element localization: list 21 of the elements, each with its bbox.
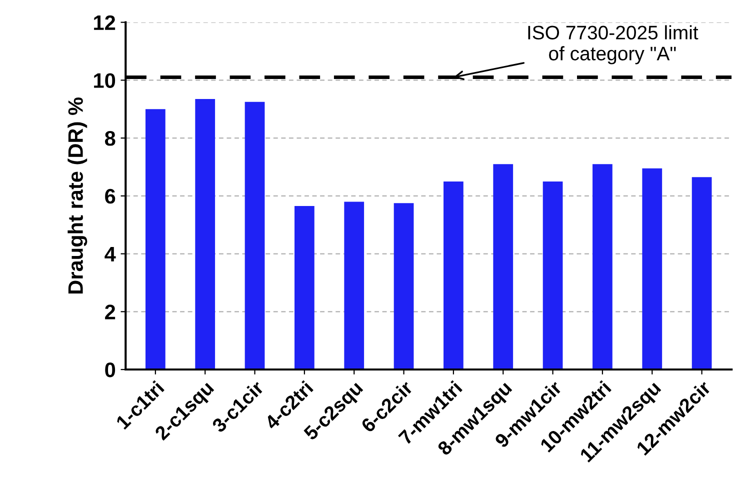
bar — [195, 98, 216, 370]
y-tick-label: 6 — [105, 188, 116, 204]
bar — [146, 109, 166, 370]
y-tick-label: 2 — [105, 304, 116, 320]
y-tick-label: 12 — [94, 15, 116, 30]
bar — [642, 168, 662, 370]
y-tick-label: 0 — [105, 362, 116, 378]
bar — [244, 102, 265, 370]
annotation: ISO 7730-2025 limit of category "A" — [528, 25, 698, 64]
bar — [493, 164, 514, 370]
bar — [344, 202, 364, 370]
bar — [542, 181, 563, 370]
y-tick-label: 8 — [104, 131, 116, 146]
y-tick-label: 4 — [104, 247, 116, 262]
bar — [394, 203, 414, 370]
bar — [294, 206, 314, 370]
y-tick-label: 10 — [94, 73, 116, 88]
bar — [692, 177, 712, 370]
y-axis-title: Draught rate (DR) % — [68, 98, 88, 294]
bar — [592, 164, 612, 370]
bar — [444, 181, 464, 370]
